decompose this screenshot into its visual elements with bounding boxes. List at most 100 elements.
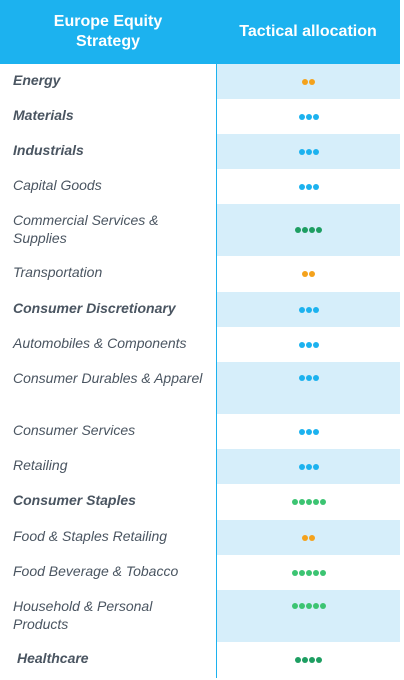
allocation-dot-icon: [309, 534, 315, 541]
allocation-cell: [217, 256, 400, 292]
allocation-dots: [298, 183, 319, 190]
table-row: Consumer Durables & Apparel: [0, 362, 400, 414]
header-strategy-label: Europe Equity Strategy: [53, 13, 163, 50]
allocation-dot-icon: [298, 183, 305, 190]
sector-label: Transportation: [13, 264, 103, 280]
allocation-dots: [298, 306, 319, 313]
allocation-dots: [298, 341, 319, 348]
allocation-cell: [217, 169, 400, 204]
allocation-dot-icon: [312, 183, 319, 190]
allocation-dot-icon: [295, 657, 301, 663]
allocation-dot-icon: [309, 227, 315, 233]
table-row: Retailing: [0, 449, 400, 484]
sector-label: Consumer Staples: [13, 492, 136, 508]
allocation-dot-icon: [298, 341, 305, 348]
allocation-dot-icon: [305, 341, 312, 348]
allocation-cell: [217, 99, 400, 134]
allocation-cell: [217, 362, 400, 414]
allocation-dot-icon: [305, 113, 312, 120]
sector-label: Food Beverage & Tobacco: [13, 563, 179, 579]
sector-label: Household & Personal Products: [13, 598, 153, 632]
header-strategy: Europe Equity Strategy: [0, 0, 216, 64]
allocation-dot-icon: [302, 657, 308, 663]
allocation-dot-icon: [312, 603, 319, 609]
sector-label: Capital Goods: [13, 177, 102, 193]
allocation-dot-icon: [316, 227, 322, 233]
allocation-cell: [217, 520, 400, 555]
allocation-dot-icon: [305, 463, 312, 470]
allocation-dot-icon: [302, 271, 308, 277]
allocation-dot-icon: [305, 375, 312, 381]
allocation-cell: [217, 64, 400, 99]
table-row: Energy: [0, 64, 400, 99]
allocation-dot-icon: [298, 463, 305, 470]
allocation-dot-icon: [305, 499, 312, 505]
allocation-dot-icon: [298, 603, 305, 609]
allocation-dot-icon: [312, 463, 319, 470]
allocation-dot-icon: [309, 657, 315, 663]
sector-label: Consumer Services: [13, 422, 136, 438]
header-tactical-allocation: Tactical allocation: [216, 0, 400, 64]
sector-label: Consumer Discretionary: [13, 300, 176, 316]
allocation-dots: [298, 148, 319, 155]
allocation-cell: [217, 449, 400, 484]
allocation-dot-icon: [298, 569, 305, 576]
column-divider: [216, 64, 217, 678]
table-row: Household & Personal Products: [0, 590, 400, 642]
allocation-dot-icon: [295, 227, 301, 233]
allocation-dots: [298, 113, 319, 120]
sector-label: Commercial Services & Supplies: [13, 212, 159, 246]
table-row: Commercial Services & Supplies: [0, 204, 400, 256]
allocation-dot-icon: [291, 603, 298, 609]
allocation-dots: [298, 375, 319, 381]
allocation-dot-icon: [298, 113, 305, 120]
table-row: Consumer Staples: [0, 484, 400, 520]
allocation-cell: [217, 590, 400, 642]
allocation-dot-icon: [291, 499, 298, 505]
table-row: Consumer Services: [0, 414, 400, 449]
allocation-dot-icon: [312, 306, 319, 313]
allocation-dot-icon: [298, 499, 305, 505]
allocation-dots: [298, 428, 319, 435]
table-row: Transportation: [0, 256, 400, 292]
header-allocation-label: Tactical allocation: [239, 23, 377, 40]
table-row: Capital Goods: [0, 169, 400, 204]
allocation-dot-icon: [305, 603, 312, 609]
allocation-dot-icon: [291, 569, 298, 576]
sector-label: Food & Staples Retailing: [13, 528, 168, 544]
allocation-dot-icon: [309, 78, 315, 85]
allocation-dot-icon: [319, 603, 326, 609]
allocation-dot-icon: [316, 657, 322, 663]
allocation-dots: [295, 227, 322, 233]
sector-label: Materials: [13, 107, 74, 123]
table-row: Materials: [0, 99, 400, 134]
allocation-dots: [302, 271, 315, 277]
allocation-dots: [291, 603, 326, 609]
allocation-dot-icon: [305, 428, 312, 435]
table-body: Energy Materials Industrials Capital Goods C…: [0, 64, 400, 678]
allocation-dots: [295, 657, 322, 663]
sector-label: Energy: [13, 72, 61, 88]
allocation-cell: [217, 204, 400, 256]
sector-label: Automobiles & Components: [13, 335, 187, 351]
allocation-dot-icon: [305, 183, 312, 190]
allocation-dots: [298, 463, 319, 470]
allocation-dot-icon: [305, 148, 312, 155]
table-row: Healthcare: [0, 642, 400, 678]
allocation-dot-icon: [312, 375, 319, 381]
table-row: Food & Staples Retailing: [0, 520, 400, 555]
allocation-dot-icon: [319, 569, 326, 576]
allocation-dots: [291, 569, 326, 576]
allocation-dots: [302, 78, 315, 85]
allocation-cell: [217, 327, 400, 362]
allocation-dot-icon: [298, 428, 305, 435]
table-row: Food Beverage & Tobacco: [0, 555, 400, 590]
allocation-cell: [217, 414, 400, 449]
allocation-dot-icon: [302, 78, 308, 85]
allocation-dot-icon: [298, 148, 305, 155]
table-header: Europe Equity Strategy Tactical allocati…: [0, 0, 400, 64]
table-row: Industrials: [0, 134, 400, 169]
sector-label: Retailing: [13, 457, 68, 473]
allocation-dot-icon: [312, 341, 319, 348]
